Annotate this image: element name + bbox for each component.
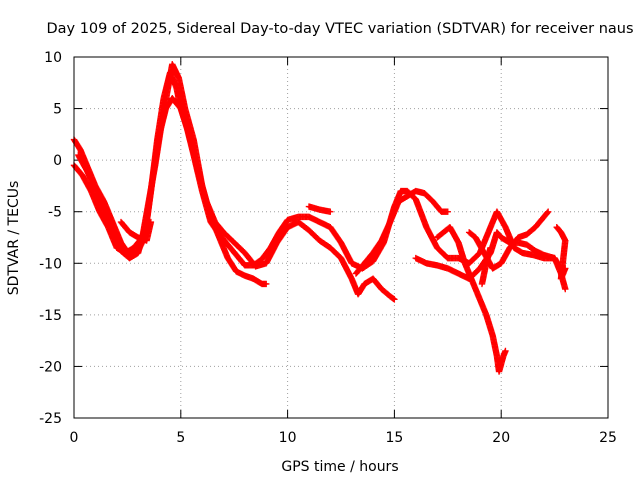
y-tick-label: -20 — [39, 359, 62, 375]
series-track-d — [117, 187, 451, 277]
data-point — [562, 285, 569, 293]
y-tick-label: -5 — [48, 205, 62, 221]
x-tick-label: 15 — [385, 430, 403, 446]
x-tick-label: 5 — [176, 430, 185, 446]
data-point — [544, 208, 552, 215]
plot-frame — [73, 56, 609, 419]
x-tick-label: 0 — [70, 430, 79, 446]
data-point — [487, 244, 494, 252]
data-point — [327, 208, 334, 215]
x-axis-label: GPS time / hours — [281, 459, 398, 475]
series-track-g — [478, 223, 569, 288]
x-tick-label: 20 — [492, 430, 510, 446]
x-tick-label: 10 — [279, 430, 297, 446]
data-point — [391, 296, 398, 303]
data-point — [562, 265, 569, 272]
x-tick-label: 25 — [599, 430, 617, 446]
y-tick-label: 10 — [44, 50, 62, 66]
data-points — [70, 61, 569, 375]
y-tick-label: -10 — [39, 256, 62, 272]
data-point — [544, 209, 551, 216]
y-tick-label: -25 — [39, 411, 62, 427]
series-track-e — [433, 208, 552, 375]
gridlines — [74, 57, 608, 418]
tick-labels: 0 5 10 15 20 25 -25 -20 -15 -10 -5 0 5 10 — [39, 50, 617, 446]
y-axis-label: SDTVAR / TECUs — [6, 181, 22, 296]
chart-title: Day 109 of 2025, Sidereal Day-to-day VTE… — [46, 21, 633, 37]
data-point — [147, 218, 155, 226]
y-tick-label: 0 — [53, 153, 62, 169]
y-tick-label: 5 — [53, 102, 62, 118]
data-point — [444, 208, 451, 215]
data-point — [263, 280, 270, 288]
data-point — [502, 347, 509, 355]
y-tick-label: -15 — [39, 308, 62, 324]
